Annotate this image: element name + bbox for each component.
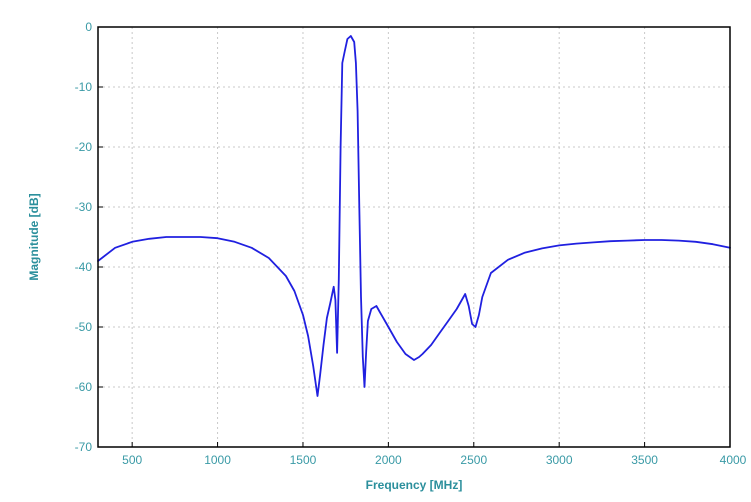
y-tick-label: 0 (85, 20, 92, 34)
label-layer: 500 1000 1500 2000 2500 3000 3500 4000 0 -10 -20 -3… (75, 20, 747, 467)
series-layer (97, 35, 731, 397)
magnitude-line (97, 35, 731, 397)
y-tick-label: -70 (75, 440, 93, 454)
y-tick-label: -30 (75, 200, 93, 214)
x-tick-label: 500 (122, 453, 142, 467)
x-axis-title: Frequency [MHz] (366, 478, 463, 492)
x-tick-label: 2500 (460, 453, 487, 467)
x-tick-label: 3500 (631, 453, 658, 467)
y-tick-label: -50 (75, 320, 93, 334)
y-tick-label: -40 (75, 260, 93, 274)
y-tick-label: -20 (75, 140, 93, 154)
x-tick-label: 4000 (720, 453, 747, 467)
x-tick-label: 2000 (375, 453, 402, 467)
y-tick-label: -10 (75, 80, 93, 94)
x-tick-label: 1000 (204, 453, 231, 467)
y-tick-label: -60 (75, 380, 93, 394)
y-axis-title: Magnitude [dB] (27, 193, 41, 280)
x-tick-label: 1500 (290, 453, 317, 467)
grid-layer (98, 27, 730, 447)
plot-frame (97, 26, 731, 448)
x-tick-label: 3000 (546, 453, 573, 467)
